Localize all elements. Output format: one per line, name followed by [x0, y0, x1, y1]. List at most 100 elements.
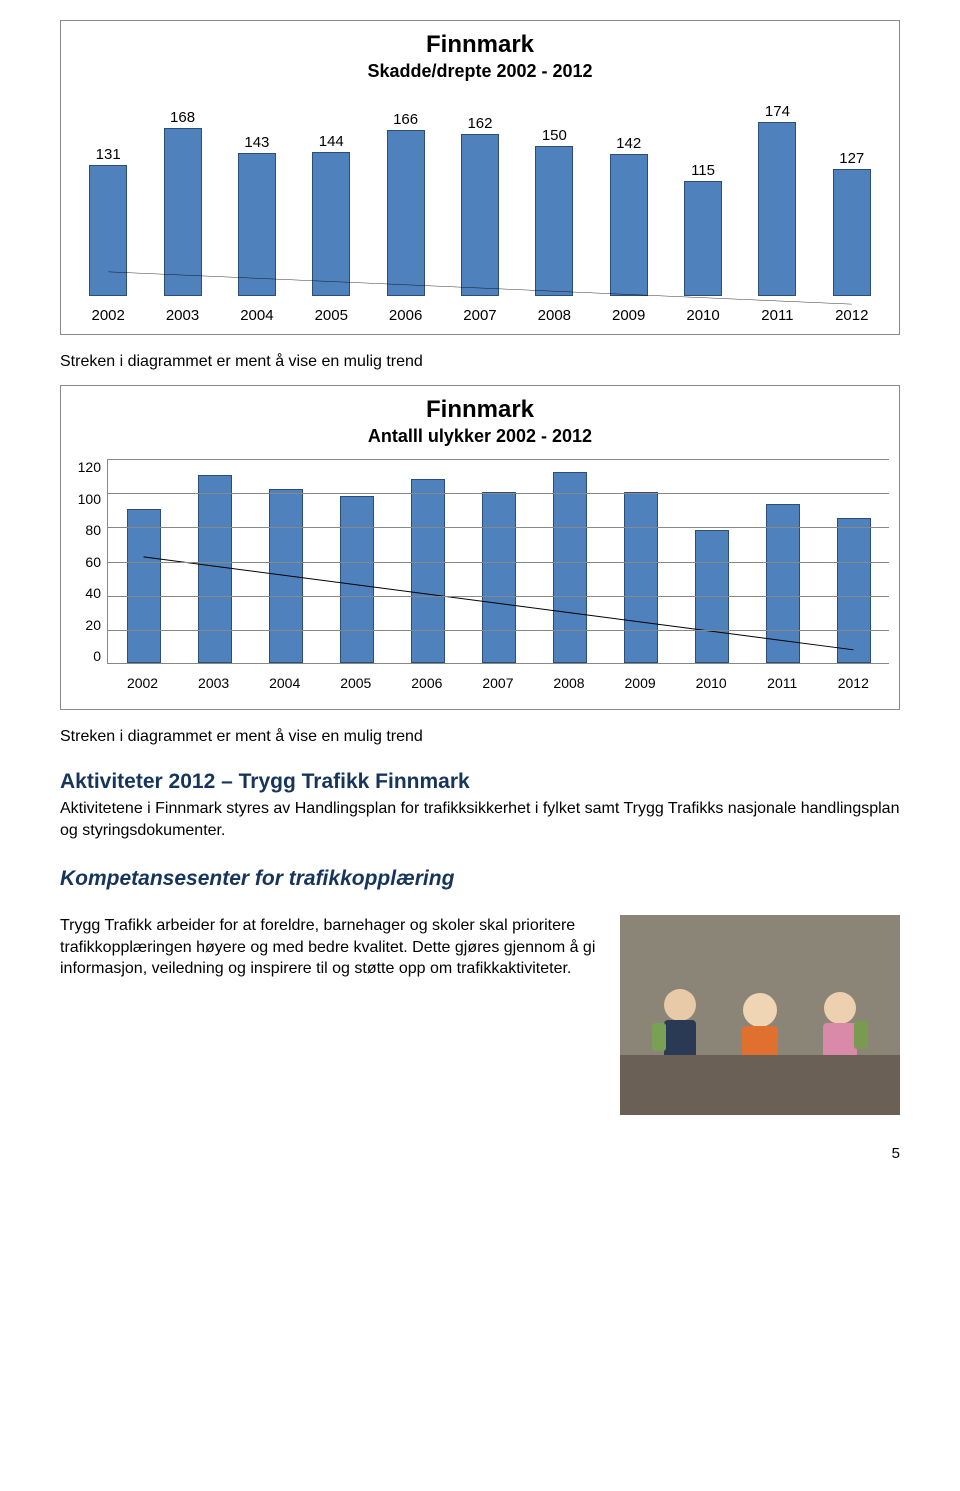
- chart2-gridline: [108, 493, 889, 494]
- chart1-bar-rect: [684, 181, 722, 296]
- chart1-bar: 115: [673, 162, 733, 296]
- chart1-x-label: 2002: [78, 307, 138, 324]
- chart2-x-axis: 2002 2003 2004 2005 2006 2007 2008 2009 2010 2011…: [107, 675, 889, 691]
- chart2-bar-rect: [198, 475, 232, 663]
- chart1-bar-value: 115: [691, 162, 715, 179]
- chart1-bar-value: 143: [244, 134, 269, 151]
- chart1-x-label: 2008: [524, 307, 584, 324]
- chart1-x-label: 2009: [599, 307, 659, 324]
- chart1-bar-value: 174: [765, 103, 790, 120]
- chart2-y-label: 100: [78, 491, 101, 507]
- chart2-bar-rect: [411, 479, 445, 664]
- two-column: Trygg Trafikk arbeider for at foreldre, …: [60, 915, 900, 1115]
- chart2-x-label: 2004: [260, 675, 310, 691]
- chart1-x-label: 2007: [450, 307, 510, 324]
- paragraph-col: Trygg Trafikk arbeider for at foreldre, …: [60, 915, 600, 984]
- chart1-subtitle: Skadde/drepte 2002 - 2012: [71, 61, 889, 82]
- chart2-bar-rect: [269, 489, 303, 663]
- photo-svg: [620, 915, 900, 1115]
- chart2-gridline: [108, 562, 889, 563]
- page-number: 5: [60, 1145, 900, 1162]
- chart2-bar-rect: [127, 509, 161, 663]
- chart1-bar: 150: [524, 127, 584, 296]
- chart2-bar-rect: [340, 496, 374, 663]
- chart2-y-label: 80: [85, 522, 101, 538]
- chart2-y-label: 20: [85, 617, 101, 633]
- chart2-x-label: 2007: [473, 675, 523, 691]
- subheading: Kompetansesenter for trafikkopplæring: [60, 867, 900, 891]
- chart1-bar-rect: [610, 154, 648, 296]
- chart1-bars: 131168143144166162150142115174127: [71, 116, 889, 296]
- paragraph: Trygg Trafikk arbeider for at foreldre, …: [60, 915, 600, 980]
- chart1-bar-rect: [387, 130, 425, 296]
- section-body: Aktivitetene i Finnmark styres av Handli…: [60, 798, 900, 841]
- chart1-note: Streken i diagrammet er ment å vise en m…: [60, 353, 900, 371]
- chart1-bar-rect: [238, 153, 276, 296]
- chart2-note: Streken i diagrammet er ment å vise en m…: [60, 728, 900, 746]
- chart2-bar-rect: [553, 472, 587, 663]
- chart2-subtitle: Antalll ulykker 2002 - 2012: [71, 426, 889, 447]
- chart1-x-label: 2006: [376, 307, 436, 324]
- chart1-bar-value: 150: [542, 127, 567, 144]
- section-heading: Aktiviteter 2012 – Trygg Trafikk Finnmar…: [60, 770, 900, 794]
- chart1-x-label: 2012: [822, 307, 882, 324]
- chart2-bar-rect: [624, 492, 658, 663]
- chart2-gridline: [108, 596, 889, 597]
- chart1-bar-value: 127: [839, 150, 864, 167]
- photo: [620, 915, 900, 1115]
- chart2-y-axis: 120100806040200: [71, 459, 107, 664]
- chart1-title: Finnmark: [71, 31, 889, 59]
- chart2-plot: 120100806040200 200220032004200520062007…: [71, 459, 889, 699]
- chart1-x-label: 2003: [153, 307, 213, 324]
- chart1-bar: 142: [599, 135, 659, 296]
- chart2-container: Finnmark Antalll ulykker 2002 - 2012 120…: [60, 385, 900, 710]
- chart2-y-label: 60: [85, 554, 101, 570]
- chart1-bar-value: 162: [467, 115, 492, 132]
- chart2-bar-rect: [837, 518, 871, 663]
- chart1-plot: 131168143144166162150142115174127 200220…: [71, 94, 889, 324]
- chart1-bar-rect: [89, 165, 127, 296]
- chart1-bar: 168: [153, 109, 213, 296]
- chart2-grid: [107, 459, 889, 664]
- chart1-bar-rect: [833, 169, 871, 296]
- chart1-bar-rect: [758, 122, 796, 296]
- chart2-x-label: 2009: [615, 675, 665, 691]
- chart2-x-label: 2005: [331, 675, 381, 691]
- chart1-bar-rect: [164, 128, 202, 296]
- chart2-x-label: 2010: [686, 675, 736, 691]
- chart2-gridline: [108, 527, 889, 528]
- chart1-container: Finnmark Skadde/drepte 2002 - 2012 131 16…: [60, 20, 900, 335]
- chart2-gridline: [108, 630, 889, 631]
- chart1-bar-value: 168: [170, 109, 195, 126]
- chart1-bar: 127: [822, 150, 882, 296]
- chart1-bar-value: 144: [319, 133, 344, 150]
- chart1-bar: 166: [376, 111, 436, 296]
- chart2-x-label: 2003: [189, 675, 239, 691]
- chart2-x-label: 2006: [402, 675, 452, 691]
- chart1-x-axis: 2002 2003 2004 2005 2006 2007 2008 2009 2010 2011…: [71, 307, 889, 324]
- chart2-y-label: 120: [78, 459, 101, 475]
- chart1-bar: 131: [78, 146, 138, 296]
- chart1-bar: 143: [227, 134, 287, 296]
- chart1-x-label: 2010: [673, 307, 733, 324]
- chart1-bar: 144: [301, 133, 361, 296]
- chart1-area: 131168143144166162150142115174127 200220…: [71, 94, 889, 324]
- chart2-x-label: 2002: [118, 675, 168, 691]
- chart1-bar-rect: [461, 134, 499, 296]
- chart1-bar-rect: [312, 152, 350, 296]
- chart1-bar-rect: [535, 146, 573, 296]
- chart1-bar-value: 131: [96, 146, 121, 163]
- chart2-x-label: 2012: [828, 675, 878, 691]
- chart2-y-label: 40: [85, 585, 101, 601]
- chart1-bar-value: 142: [616, 135, 641, 152]
- chart2-bar-rect: [482, 492, 516, 663]
- chart1-x-label: 2011: [747, 307, 807, 324]
- chart2-x-label: 2008: [544, 675, 594, 691]
- chart2-x-label: 2011: [757, 675, 807, 691]
- chart2-gridline: [108, 459, 889, 460]
- chart2-title: Finnmark: [71, 396, 889, 424]
- chart1-bar: 174: [747, 103, 807, 296]
- chart1-x-label: 2005: [301, 307, 361, 324]
- chart1-bar-value: 166: [393, 111, 418, 128]
- chart1-x-label: 2004: [227, 307, 287, 324]
